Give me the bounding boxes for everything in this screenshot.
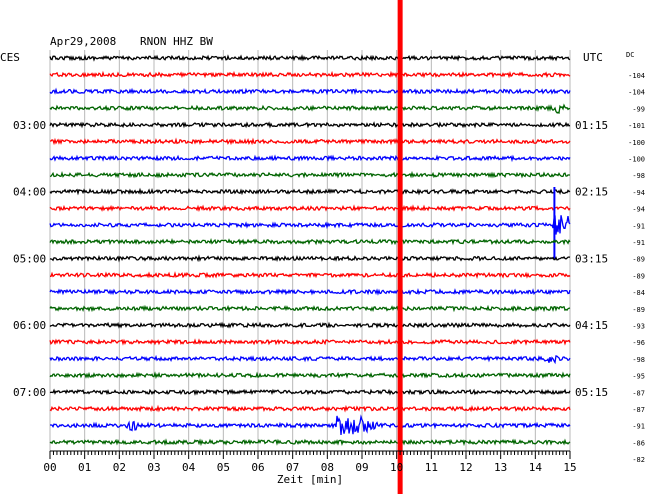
x-tick-label-10: 10 — [390, 461, 403, 474]
trace-11 — [49, 237, 571, 246]
trace-16 — [49, 321, 571, 329]
dc-value-17: -98 — [632, 356, 645, 364]
x-tick-label-01: 01 — [78, 461, 91, 474]
x-tick-label-13: 13 — [494, 461, 507, 474]
grid — [49, 50, 571, 451]
date-label: Apr29,2008 — [50, 35, 116, 48]
dc-value-23: -82 — [632, 456, 645, 464]
trace-3 — [49, 103, 571, 114]
left-time-label-2: 05:00 — [13, 252, 46, 265]
x-tick-label-09: 09 — [355, 461, 368, 474]
right-time-label-0: 01:15 — [575, 119, 608, 132]
x-tick-label-07: 07 — [286, 461, 299, 474]
dc-value-7: -94 — [632, 189, 645, 197]
dc-value-14: -89 — [632, 306, 645, 314]
trace-20 — [49, 388, 571, 396]
dc-value-2: -99 — [632, 105, 645, 113]
trace-4 — [49, 121, 571, 129]
dc-value-9: -91 — [632, 222, 645, 230]
trace-2 — [49, 87, 571, 96]
x-axis-title: Zeit [min] — [277, 473, 343, 486]
left-time-label-3: 06:00 — [13, 319, 46, 332]
dc-value-22: -86 — [632, 439, 645, 447]
trace-14 — [49, 287, 571, 296]
x-tick-label-00: 00 — [43, 461, 56, 474]
marker-line — [397, 0, 403, 494]
right-time-label-3: 04:15 — [575, 319, 608, 332]
dc-value-1: -104 — [628, 89, 645, 97]
x-tick-label-03: 03 — [147, 461, 160, 474]
dc-value-19: -87 — [632, 389, 645, 397]
dc-value-20: -87 — [632, 406, 645, 414]
x-tick-label-05: 05 — [217, 461, 230, 474]
x-tick-label-15: 15 — [563, 461, 576, 474]
trace-18 — [49, 354, 571, 365]
trace-21 — [49, 404, 571, 413]
x-tick-label-12: 12 — [459, 461, 472, 474]
left-time-label-0: 03:00 — [13, 119, 46, 132]
right-time-label-1: 02:15 — [575, 186, 608, 199]
x-tick-label-14: 14 — [529, 461, 543, 474]
right-time-label-2: 03:15 — [575, 252, 608, 265]
trace-10 — [49, 215, 571, 235]
trace-17 — [49, 338, 571, 346]
dc-value-13: -84 — [632, 289, 645, 297]
dc-value-12: -89 — [632, 272, 645, 280]
dc-value-5: -100 — [628, 156, 645, 164]
dc-value-21: -91 — [632, 423, 645, 431]
dc-value-10: -91 — [632, 239, 645, 247]
dc-value-0: -104 — [628, 72, 645, 80]
dc-value-15: -93 — [632, 323, 645, 331]
trace-8 — [49, 187, 571, 196]
trace-0 — [49, 54, 571, 62]
dc-value-3: -101 — [628, 122, 645, 130]
traces — [49, 54, 571, 447]
left-zone-label: CES — [0, 51, 20, 64]
trace-12 — [49, 254, 571, 263]
trace-23 — [49, 438, 571, 447]
dc-label: DC — [626, 51, 634, 59]
left-time-label-4: 07:00 — [13, 386, 46, 399]
left-time-label-1: 04:00 — [13, 186, 46, 199]
trace-15 — [49, 304, 571, 313]
x-axis: 00 01 02 03 04 05 06 07 08 09 10 11 12 13 14 15 — [43, 450, 577, 474]
x-tick-label-06: 06 — [251, 461, 264, 474]
trace-1 — [49, 70, 571, 79]
dc-value-6: -98 — [632, 172, 645, 180]
x-tick-label-02: 02 — [113, 461, 126, 474]
trace-13 — [50, 271, 571, 279]
dc-value-18: -95 — [632, 373, 645, 381]
x-tick-label-04: 04 — [182, 461, 196, 474]
right-time-label-4: 05:15 — [575, 386, 608, 399]
dc-value-8: -94 — [632, 206, 645, 214]
trace-6 — [49, 154, 571, 163]
time-marker — [397, 0, 403, 494]
trace-22 — [50, 414, 571, 436]
x-tick-label-08: 08 — [321, 461, 334, 474]
trace-19 — [49, 371, 571, 380]
right-zone-label: UTC — [583, 51, 603, 64]
trace-5 — [50, 137, 571, 146]
trace-9 — [49, 204, 571, 213]
dc-value-16: -96 — [632, 339, 645, 347]
station-label: RNON HHZ BW — [140, 35, 213, 48]
trace-7 — [49, 170, 570, 179]
x-tick-label-11: 11 — [425, 461, 438, 474]
dc-value-4: -100 — [628, 139, 645, 147]
dc-value-11: -89 — [632, 256, 645, 264]
labels: Apr29,2008 RNON HHZ BW CES UTC DC Zeit [… — [0, 35, 645, 486]
